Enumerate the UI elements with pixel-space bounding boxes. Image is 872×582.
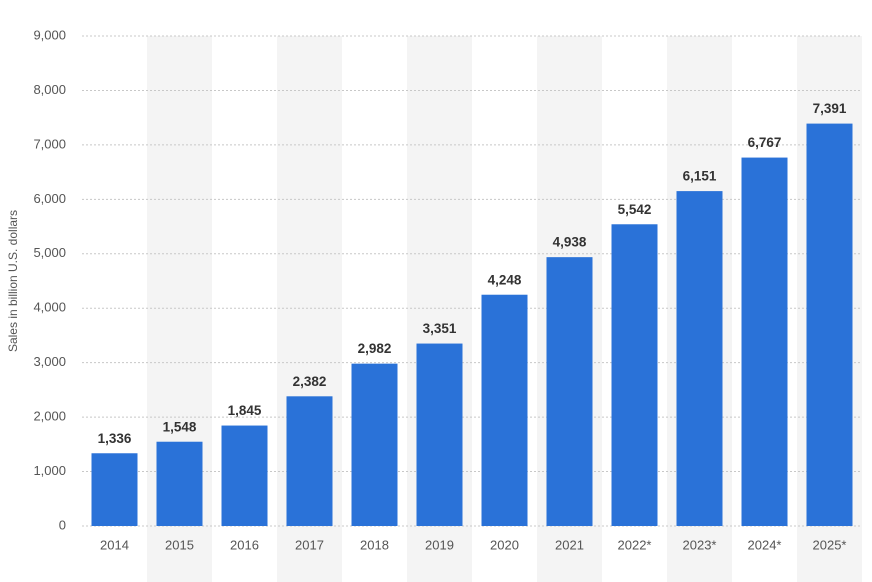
x-tick-label: 2017 (295, 537, 324, 552)
y-tick-label: 1,000 (33, 463, 66, 478)
bar (416, 343, 463, 526)
y-tick-label: 8,000 (33, 82, 66, 97)
x-tick-label: 2023* (683, 537, 717, 552)
value-label: 2,982 (358, 341, 392, 356)
value-label: 1,845 (228, 403, 262, 418)
bar (91, 453, 138, 526)
x-tick-label: 2025* (813, 537, 847, 552)
value-label: 3,351 (423, 321, 457, 336)
y-tick-label: 9,000 (33, 27, 66, 42)
x-tick-label: 2015 (165, 537, 194, 552)
bar (741, 157, 788, 526)
y-tick-label: 5,000 (33, 245, 66, 260)
y-tick-label: 4,000 (33, 300, 66, 315)
bar (156, 441, 203, 526)
y-tick-label: 0 (59, 517, 66, 532)
value-label: 4,248 (488, 272, 522, 287)
y-tick-label: 2,000 (33, 409, 66, 424)
value-label: 1,548 (163, 419, 197, 434)
value-label: 7,391 (813, 101, 847, 116)
value-label: 6,767 (748, 135, 782, 150)
bar (351, 363, 398, 526)
value-label: 6,151 (683, 169, 717, 184)
bar (286, 396, 333, 526)
x-tick-label: 2019 (425, 537, 454, 552)
x-tick-label: 2020 (490, 537, 519, 552)
x-tick-label: 2024* (748, 537, 782, 552)
x-tick-label: 2016 (230, 537, 259, 552)
bar (481, 294, 528, 526)
value-label: 5,542 (618, 202, 652, 217)
y-tick-label: 6,000 (33, 191, 66, 206)
bar (611, 224, 658, 526)
bar (676, 191, 723, 526)
y-axis-label: Sales in billion U.S. dollars (6, 210, 20, 352)
y-tick-label: 3,000 (33, 354, 66, 369)
x-tick-label: 2021 (555, 537, 584, 552)
bar (806, 123, 853, 527)
value-label: 2,382 (293, 374, 327, 389)
value-label: 4,938 (553, 235, 587, 250)
value-label: 1,336 (98, 431, 132, 446)
bar (546, 257, 593, 526)
bar (221, 425, 268, 526)
x-tick-label: 2014 (100, 537, 129, 552)
y-tick-label: 7,000 (33, 136, 66, 151)
x-tick-label: 2022* (618, 537, 652, 552)
x-tick-label: 2018 (360, 537, 389, 552)
